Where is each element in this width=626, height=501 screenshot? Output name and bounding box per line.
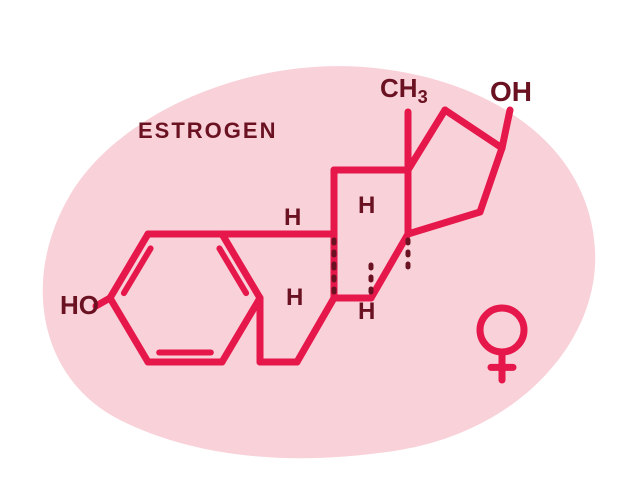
- diagram-stage: ESTROGEN HO OH CH3 H H H H: [0, 0, 626, 501]
- female-symbol-icon: [0, 0, 626, 501]
